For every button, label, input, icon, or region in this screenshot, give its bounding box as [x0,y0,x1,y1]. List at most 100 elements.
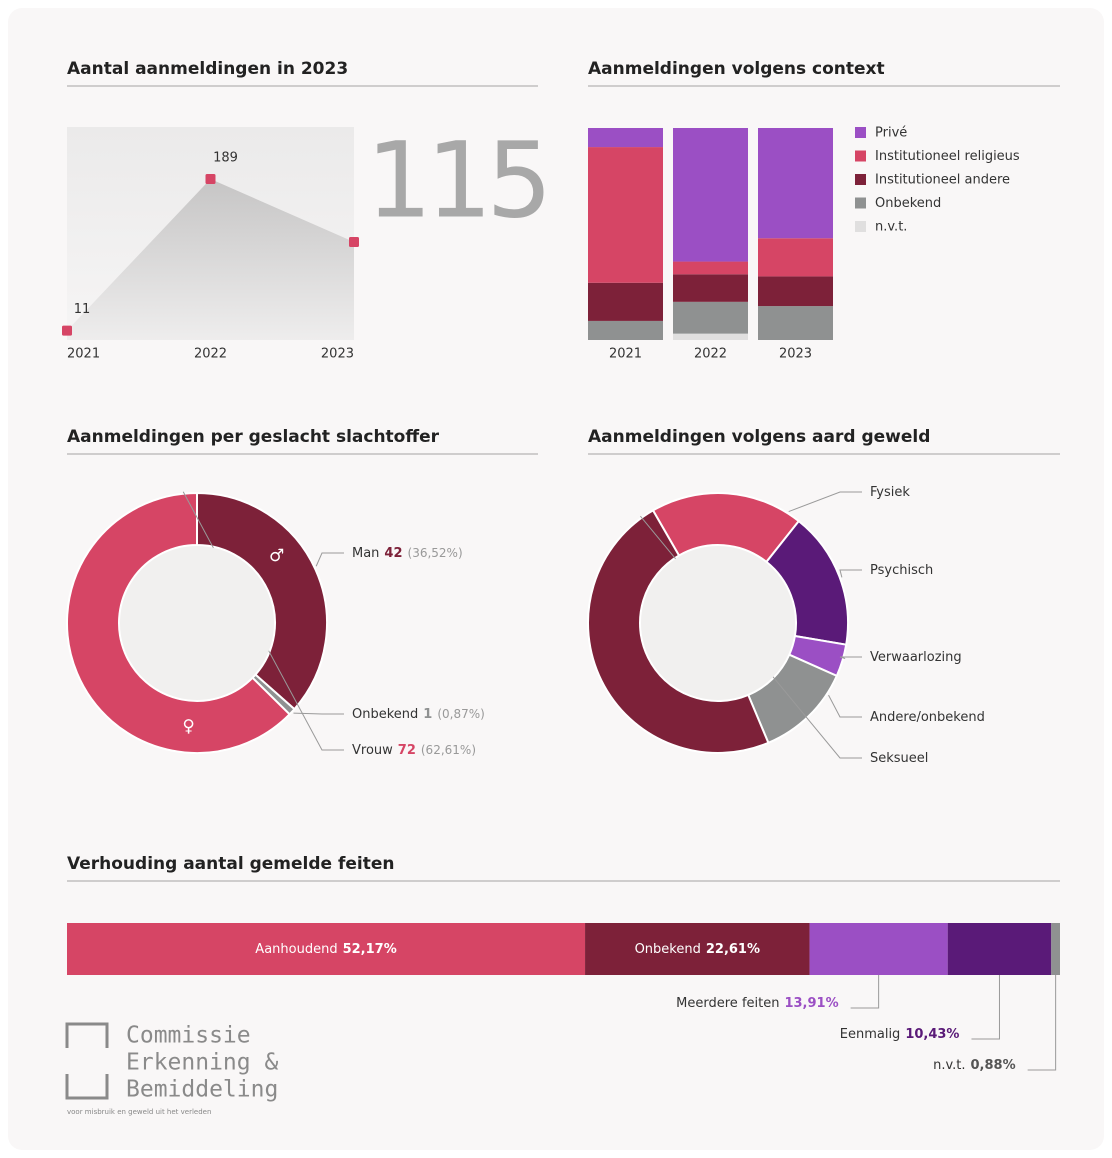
donut-segment [66,491,291,754]
donut-segment [196,491,328,711]
legend-swatch [855,174,866,185]
logo-mark [65,1022,109,1100]
point [349,237,359,248]
leader-line [839,569,862,578]
value-label: 52,17% [343,942,397,957]
chart-title: Aanmeldingen volgens aard geweld [588,427,930,447]
leader-line [315,552,344,567]
category-label: Onbekend [352,707,418,722]
x-tick-label: 2022 [694,347,727,362]
slice-percent: (62,61%) [421,743,476,757]
donut-segment [587,509,770,754]
logo-tagline: voor misbruik en geweld uit het verleden [67,1108,211,1116]
logo-line: Erkenning & [126,1050,278,1076]
legend-swatch [855,127,866,138]
x-tick-label: 2022 [194,347,227,362]
slice-percent: (0,87%) [437,707,484,721]
bar-segment [758,306,833,340]
category-label: Man [352,546,379,561]
bar-segment [758,128,833,239]
legend-label: n.v.t. [875,220,907,235]
x-tick-label: 2023 [779,347,812,362]
bar-segment [758,276,833,307]
big-number: 115 [366,119,547,241]
category-label: Eenmalig [840,1027,901,1042]
bar-segment [588,282,663,321]
slice-value: 1 [423,707,432,722]
slice-label: Verwaarlozing [870,650,962,665]
bar-segment [673,261,748,275]
chart-title: Aanmeldingen per geslacht slachtoffer [67,427,440,447]
bar-segment [673,274,748,302]
value-label: 22,61% [706,942,760,957]
leader-line [788,491,862,513]
x-tick-label: 2021 [609,347,642,362]
bar-segment [673,128,748,262]
data-label: 189 [213,150,238,165]
segment-label: Eenmalig 10,43% [840,1027,960,1042]
donut-hole [120,546,274,700]
legend-label: Privé [875,126,907,141]
logo-line: Commissie [126,1023,251,1049]
slice-label: Man 42 (36,52%) [352,546,463,561]
data-label: 11 [74,302,91,317]
category-label: Andere/onbekend [870,710,985,725]
segment-label: Aanhoudend 52,17% [255,942,396,957]
slice-label: Onbekend 1 (0,87%) [352,707,485,722]
legend-label: Onbekend [875,196,941,211]
legend-label: Institutioneel andere [875,173,1010,188]
legend-swatch [855,150,866,162]
leader-line [293,712,344,715]
area [67,178,354,340]
chart-title: Verhouding aantal gemelde feiten [67,854,395,874]
chart-title: Aanmeldingen volgens context [588,59,885,79]
legend-label: Institutioneel religieus [875,149,1020,164]
bar-segment [588,128,663,148]
slice-percent: (36,52%) [408,546,463,560]
category-label: Seksueel [870,751,928,766]
bar-segment [758,238,833,277]
category-label: Onbekend [635,942,701,957]
slice-label: Seksueel [870,751,928,766]
legend-swatch [855,197,866,209]
value-label: 10,43% [905,1027,959,1042]
category-label: Meerdere feiten [676,996,779,1011]
slice-value: 72 [398,743,416,758]
x-tick-label: 2023 [321,347,354,362]
bar-segment [1051,923,1060,975]
segment-label: Onbekend 22,61% [635,942,760,957]
leader-line [828,694,862,718]
bar-segment [67,923,586,975]
chart-title: Aantal aanmeldingen in 2023 [67,59,348,79]
point [62,325,72,336]
logo-line: Bemiddeling [126,1077,278,1103]
segment-label: Meerdere feiten 13,91% [676,996,838,1011]
slice-label: Vrouw 72 (62,61%) [352,743,476,758]
bar-segment [947,923,1052,975]
legend-swatch [855,221,866,232]
slice-label: Psychisch [870,563,933,578]
leader-line [839,656,862,659]
bar-segment [588,320,663,340]
leader-line [971,975,1000,1040]
segment-label: n.v.t. 0,88% [933,1058,1016,1073]
slice-label: Andere/onbekend [870,710,985,725]
bar-segment [673,333,748,340]
bar-segment [809,923,948,975]
symbol: ♂ [269,546,284,566]
leader-line [1027,975,1057,1071]
category-label: Verwaarlozing [870,650,962,665]
category-label: Vrouw [352,743,393,758]
slice-label: Fysiek [870,485,910,500]
bar-segment [673,301,748,334]
point [205,173,216,184]
symbol: ♀ [182,717,194,737]
bar-segment [585,923,810,975]
category-label: n.v.t. [933,1058,965,1073]
slice-value: 42 [384,546,402,561]
value-label: 13,91% [784,996,838,1011]
value-label: 0,88% [971,1058,1016,1073]
category-label: Psychisch [870,563,933,578]
category-label: Fysiek [870,485,910,500]
